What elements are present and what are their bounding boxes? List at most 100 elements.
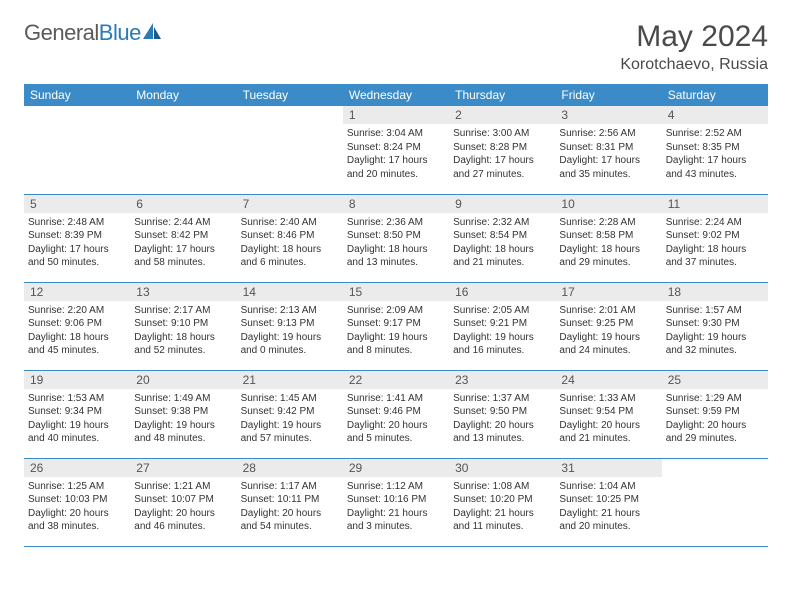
day-body: Sunrise: 2:20 AMSunset: 9:06 PMDaylight:…	[24, 301, 130, 360]
sunset-text: Sunset: 9:25 PM	[559, 317, 657, 331]
sunset-text: Sunset: 9:30 PM	[666, 317, 764, 331]
sunset-text: Sunset: 10:03 PM	[28, 493, 126, 507]
daylight-text: Daylight: 19 hours and 57 minutes.	[241, 419, 339, 446]
calendar-head: SundayMondayTuesdayWednesdayThursdayFrid…	[24, 84, 768, 106]
sunrise-text: Sunrise: 2:52 AM	[666, 127, 764, 141]
day-number-empty	[24, 106, 130, 124]
day-body: Sunrise: 1:17 AMSunset: 10:11 PMDaylight…	[237, 477, 343, 536]
daylight-text: Daylight: 19 hours and 8 minutes.	[347, 331, 445, 358]
sunset-text: Sunset: 9:13 PM	[241, 317, 339, 331]
sunset-text: Sunset: 9:50 PM	[453, 405, 551, 419]
day-number: 6	[130, 195, 236, 213]
daylight-text: Daylight: 19 hours and 0 minutes.	[241, 331, 339, 358]
calendar-week: 26Sunrise: 1:25 AMSunset: 10:03 PMDaylig…	[24, 458, 768, 546]
sunset-text: Sunset: 10:16 PM	[347, 493, 445, 507]
sunrise-text: Sunrise: 2:28 AM	[559, 216, 657, 230]
calendar-week: 1Sunrise: 3:04 AMSunset: 8:24 PMDaylight…	[24, 106, 768, 194]
day-body: Sunrise: 2:09 AMSunset: 9:17 PMDaylight:…	[343, 301, 449, 360]
page-header: GeneralBlue May 2024 Korotchaevo, Russia	[24, 20, 768, 74]
sunrise-text: Sunrise: 2:01 AM	[559, 304, 657, 318]
weekday-header: Wednesday	[343, 84, 449, 106]
calendar-body: 1Sunrise: 3:04 AMSunset: 8:24 PMDaylight…	[24, 106, 768, 546]
calendar-cell: 4Sunrise: 2:52 AMSunset: 8:35 PMDaylight…	[662, 106, 768, 194]
brand-part2: Blue	[99, 20, 141, 45]
day-number: 18	[662, 283, 768, 301]
day-body: Sunrise: 1:53 AMSunset: 9:34 PMDaylight:…	[24, 389, 130, 448]
day-body: Sunrise: 2:01 AMSunset: 9:25 PMDaylight:…	[555, 301, 661, 360]
day-number: 14	[237, 283, 343, 301]
day-number: 3	[555, 106, 661, 124]
day-number: 20	[130, 371, 236, 389]
sunrise-text: Sunrise: 1:41 AM	[347, 392, 445, 406]
day-body: Sunrise: 1:25 AMSunset: 10:03 PMDaylight…	[24, 477, 130, 536]
day-body: Sunrise: 1:21 AMSunset: 10:07 PMDaylight…	[130, 477, 236, 536]
calendar-cell: 12Sunrise: 2:20 AMSunset: 9:06 PMDayligh…	[24, 282, 130, 370]
day-number: 5	[24, 195, 130, 213]
daylight-text: Daylight: 18 hours and 21 minutes.	[453, 243, 551, 270]
day-body: Sunrise: 2:24 AMSunset: 9:02 PMDaylight:…	[662, 213, 768, 272]
sunset-text: Sunset: 9:54 PM	[559, 405, 657, 419]
calendar-cell: 7Sunrise: 2:40 AMSunset: 8:46 PMDaylight…	[237, 194, 343, 282]
sunrise-text: Sunrise: 2:24 AM	[666, 216, 764, 230]
calendar-cell	[662, 458, 768, 546]
sunrise-text: Sunrise: 1:08 AM	[453, 480, 551, 494]
day-body: Sunrise: 1:41 AMSunset: 9:46 PMDaylight:…	[343, 389, 449, 448]
daylight-text: Daylight: 20 hours and 54 minutes.	[241, 507, 339, 534]
sunset-text: Sunset: 9:46 PM	[347, 405, 445, 419]
calendar-cell: 8Sunrise: 2:36 AMSunset: 8:50 PMDaylight…	[343, 194, 449, 282]
daylight-text: Daylight: 17 hours and 27 minutes.	[453, 154, 551, 181]
brand-logo: GeneralBlue	[24, 20, 163, 46]
sunrise-text: Sunrise: 1:53 AM	[28, 392, 126, 406]
sunset-text: Sunset: 8:35 PM	[666, 141, 764, 155]
day-number: 8	[343, 195, 449, 213]
sunrise-text: Sunrise: 2:44 AM	[134, 216, 232, 230]
day-number: 15	[343, 283, 449, 301]
calendar-cell	[237, 106, 343, 194]
brand-part1: General	[24, 20, 99, 45]
day-body: Sunrise: 1:57 AMSunset: 9:30 PMDaylight:…	[662, 301, 768, 360]
calendar-cell: 30Sunrise: 1:08 AMSunset: 10:20 PMDaylig…	[449, 458, 555, 546]
calendar-cell: 25Sunrise: 1:29 AMSunset: 9:59 PMDayligh…	[662, 370, 768, 458]
day-body: Sunrise: 2:17 AMSunset: 9:10 PMDaylight:…	[130, 301, 236, 360]
weekday-header: Sunday	[24, 84, 130, 106]
sunrise-text: Sunrise: 1:49 AM	[134, 392, 232, 406]
sunrise-text: Sunrise: 2:56 AM	[559, 127, 657, 141]
calendar-cell: 31Sunrise: 1:04 AMSunset: 10:25 PMDaylig…	[555, 458, 661, 546]
calendar-cell: 28Sunrise: 1:17 AMSunset: 10:11 PMDaylig…	[237, 458, 343, 546]
day-body: Sunrise: 2:05 AMSunset: 9:21 PMDaylight:…	[449, 301, 555, 360]
daylight-text: Daylight: 20 hours and 38 minutes.	[28, 507, 126, 534]
day-number: 11	[662, 195, 768, 213]
day-number: 24	[555, 371, 661, 389]
sunrise-text: Sunrise: 2:05 AM	[453, 304, 551, 318]
calendar-week: 5Sunrise: 2:48 AMSunset: 8:39 PMDaylight…	[24, 194, 768, 282]
daylight-text: Daylight: 18 hours and 52 minutes.	[134, 331, 232, 358]
day-number-empty	[237, 106, 343, 124]
sunset-text: Sunset: 9:38 PM	[134, 405, 232, 419]
weekday-header: Friday	[555, 84, 661, 106]
weekday-header: Saturday	[662, 84, 768, 106]
sunrise-text: Sunrise: 1:45 AM	[241, 392, 339, 406]
daylight-text: Daylight: 19 hours and 24 minutes.	[559, 331, 657, 358]
sunset-text: Sunset: 8:28 PM	[453, 141, 551, 155]
day-body: Sunrise: 1:29 AMSunset: 9:59 PMDaylight:…	[662, 389, 768, 448]
daylight-text: Daylight: 17 hours and 50 minutes.	[28, 243, 126, 270]
day-number: 28	[237, 459, 343, 477]
month-title: May 2024	[620, 20, 768, 54]
daylight-text: Daylight: 19 hours and 40 minutes.	[28, 419, 126, 446]
day-body: Sunrise: 1:45 AMSunset: 9:42 PMDaylight:…	[237, 389, 343, 448]
calendar-cell: 11Sunrise: 2:24 AMSunset: 9:02 PMDayligh…	[662, 194, 768, 282]
day-number: 12	[24, 283, 130, 301]
calendar-cell: 27Sunrise: 1:21 AMSunset: 10:07 PMDaylig…	[130, 458, 236, 546]
day-body: Sunrise: 3:00 AMSunset: 8:28 PMDaylight:…	[449, 124, 555, 183]
calendar-cell: 23Sunrise: 1:37 AMSunset: 9:50 PMDayligh…	[449, 370, 555, 458]
daylight-text: Daylight: 21 hours and 20 minutes.	[559, 507, 657, 534]
day-body: Sunrise: 1:12 AMSunset: 10:16 PMDaylight…	[343, 477, 449, 536]
sunset-text: Sunset: 9:17 PM	[347, 317, 445, 331]
calendar-cell: 6Sunrise: 2:44 AMSunset: 8:42 PMDaylight…	[130, 194, 236, 282]
day-number: 26	[24, 459, 130, 477]
day-body: Sunrise: 2:36 AMSunset: 8:50 PMDaylight:…	[343, 213, 449, 272]
calendar-cell: 18Sunrise: 1:57 AMSunset: 9:30 PMDayligh…	[662, 282, 768, 370]
day-number: 30	[449, 459, 555, 477]
daylight-text: Daylight: 18 hours and 6 minutes.	[241, 243, 339, 270]
daylight-text: Daylight: 19 hours and 48 minutes.	[134, 419, 232, 446]
